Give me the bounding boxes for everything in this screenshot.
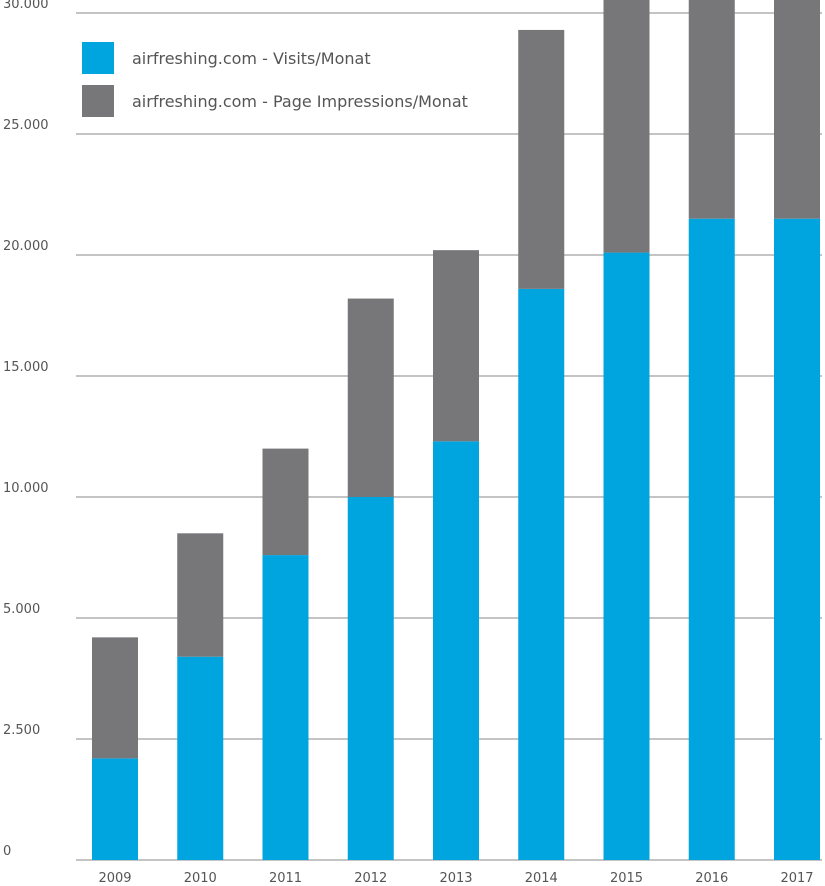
bar-page-impressions bbox=[688, 0, 735, 219]
bars bbox=[92, 0, 820, 860]
bar-visits bbox=[177, 656, 224, 860]
x-category-label: 2013 bbox=[439, 871, 472, 886]
bar-page-impressions bbox=[518, 29, 565, 289]
y-tick-label: 5.000 bbox=[3, 602, 40, 617]
x-category-label: 2015 bbox=[610, 871, 643, 886]
bar-visits bbox=[92, 758, 138, 860]
x-category-label: 2009 bbox=[98, 871, 131, 886]
x-category-label: 2012 bbox=[354, 871, 387, 886]
y-axis-ticks: 0 2.500 5.000 10.000 15.000 20.000 25.000 30.00… bbox=[3, 0, 49, 859]
bar-page-impressions bbox=[262, 448, 309, 556]
legend-swatch bbox=[82, 85, 114, 117]
bar-page-impressions bbox=[92, 637, 138, 759]
x-category-label: 2010 bbox=[184, 871, 217, 886]
x-category-label: 2011 bbox=[269, 871, 302, 886]
y-tick-label: 0 bbox=[3, 844, 11, 859]
x-category-label: 2016 bbox=[695, 871, 728, 886]
legend-label: airfreshing.com - Visits/Monat bbox=[132, 49, 371, 68]
legend: airfreshing.com - Visits/Monat airfreshin… bbox=[82, 42, 468, 117]
bar-visits bbox=[688, 218, 735, 860]
bar-page-impressions bbox=[433, 250, 479, 442]
y-tick-label: 30.000 bbox=[3, 0, 49, 12]
y-tick-label: 10.000 bbox=[3, 481, 49, 496]
bar-page-impressions bbox=[603, 0, 650, 253]
x-category-label: 2017 bbox=[780, 871, 813, 886]
bar-page-impressions bbox=[347, 298, 394, 497]
bar-visits bbox=[774, 218, 820, 860]
x-axis-labels: 2009 2010 2011 2012 2013 2014 2015 2016 2017 bbox=[98, 871, 813, 886]
bar-visits bbox=[518, 288, 565, 860]
legend-label: airfreshing.com - Page Impressions/Monat bbox=[132, 92, 468, 111]
legend-swatch bbox=[82, 42, 114, 74]
bar-page-impressions bbox=[177, 533, 224, 657]
bar-visits bbox=[262, 555, 309, 860]
y-tick-label: 25.000 bbox=[3, 118, 49, 133]
bar-visits bbox=[347, 497, 394, 860]
x-category-label: 2014 bbox=[525, 871, 558, 886]
y-tick-label: 2.500 bbox=[3, 723, 40, 738]
bar-visits bbox=[603, 252, 650, 860]
y-tick-label: 20.000 bbox=[3, 239, 49, 254]
bar-visits bbox=[433, 441, 479, 860]
y-tick-label: 15.000 bbox=[3, 360, 49, 375]
bar-page-impressions bbox=[774, 0, 820, 219]
